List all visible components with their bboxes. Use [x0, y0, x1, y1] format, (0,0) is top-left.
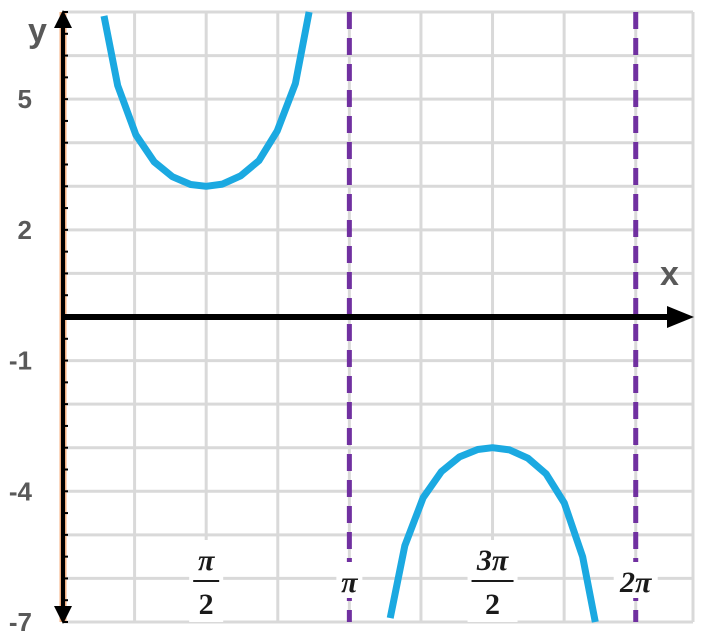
x-tick-numerator: 3π [476, 544, 509, 577]
x-tick-label: π [341, 566, 358, 599]
x-tick-label-bg [336, 562, 363, 598]
y-axis-arrow-up [54, 10, 72, 28]
asymptote-lines [346, 12, 639, 622]
y-axis-arrow-down [54, 606, 72, 624]
y-tick-label: -7 [9, 607, 32, 637]
x-tick-label: 2π [619, 566, 652, 599]
axes [54, 10, 694, 624]
x-tick-numerator: π [198, 544, 215, 577]
y-tick-label: -4 [9, 476, 33, 506]
y-tick-labels: 5 2 -1 -4 -7 [9, 84, 33, 637]
x-axis-arrow [667, 306, 694, 328]
y-tick-label: 5 [18, 84, 32, 114]
y-tick-label: 2 [18, 215, 32, 245]
x-tick-label-bg [613, 562, 658, 598]
curve-branch [100, 11, 313, 190]
x-axis-label: x [660, 255, 679, 293]
x-tick-denominator: 2 [485, 588, 500, 621]
curve-series [100, 11, 599, 623]
x-tick-denominator: 2 [199, 588, 214, 621]
y-tick-label: -1 [9, 346, 32, 376]
y-axis-label: y [28, 12, 47, 50]
curve-branch [386, 444, 599, 623]
